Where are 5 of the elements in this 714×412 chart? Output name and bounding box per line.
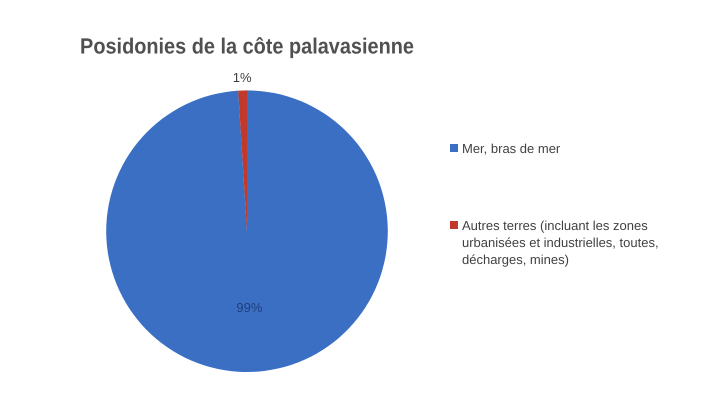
legend-label: Autres terres (incluant les zones urbanisées et industrielles, toutes, décharges, mines)	[462, 217, 660, 268]
data-label: 1%	[232, 70, 252, 86]
data-label: 99%	[236, 300, 263, 316]
legend-label: Mer, bras de mer	[462, 140, 560, 157]
chart-title: Posidonies de la côte palavasienne	[80, 34, 414, 59]
